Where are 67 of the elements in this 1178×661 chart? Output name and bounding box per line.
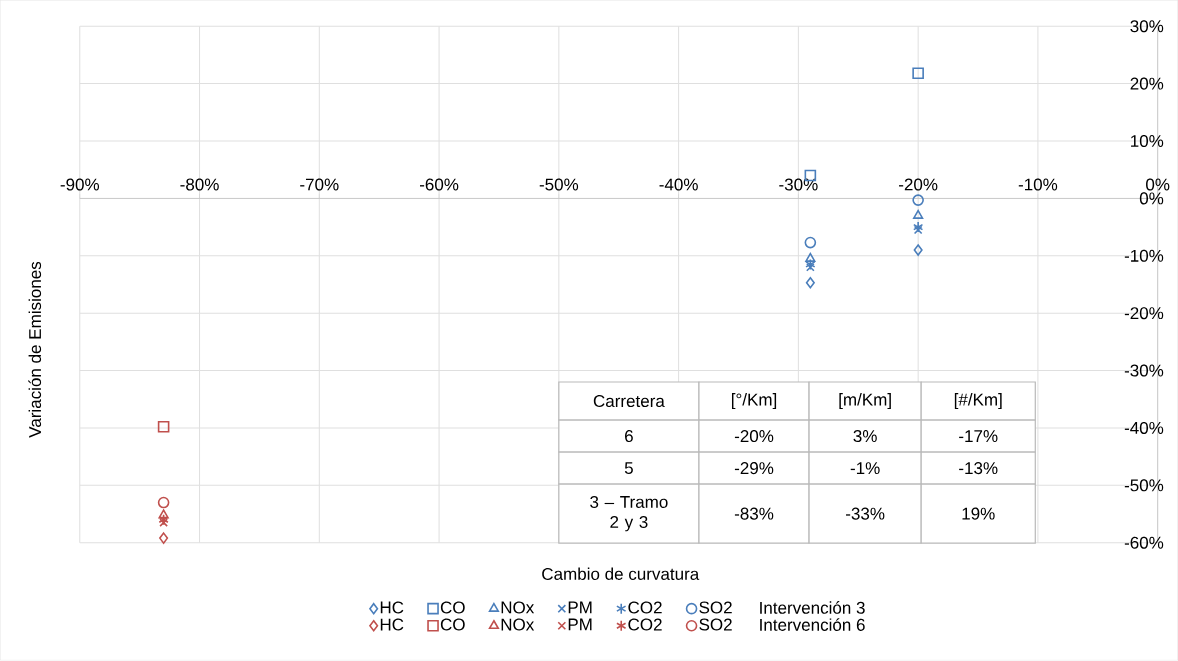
point	[913, 225, 923, 235]
point	[913, 210, 924, 220]
legend-label: HC	[380, 618, 404, 631]
legend-label: SO2	[699, 601, 732, 614]
y-tick-label: 0%	[1139, 192, 1164, 205]
legend-label: NOx	[501, 601, 535, 614]
legend-label: CO	[440, 601, 465, 614]
point	[159, 532, 169, 545]
x-tick-label: -50%	[539, 178, 579, 191]
point	[157, 421, 170, 433]
x-tick-label: -70%	[300, 178, 339, 191]
annotation: -20%	[734, 430, 774, 443]
legend-label: CO2	[628, 618, 662, 631]
x-tick-label: -60%	[419, 178, 459, 191]
point	[157, 496, 170, 509]
point	[158, 509, 169, 519]
y-tick-label: -10%	[1124, 249, 1164, 263]
x-tick-label: -40%	[659, 178, 698, 191]
y-tick-label: 30%	[1130, 20, 1164, 33]
annotation: -13%	[959, 462, 998, 475]
point	[805, 277, 815, 289]
point	[912, 194, 924, 207]
point	[805, 258, 816, 271]
annotation: -1%	[850, 462, 880, 475]
annotation: [m/Km]	[839, 393, 891, 410]
text: Intervención 3	[760, 601, 865, 615]
point	[805, 253, 816, 263]
annotation: 5	[624, 462, 633, 475]
legend-label: NOx	[501, 618, 535, 631]
y-tick-label: -40%	[1124, 422, 1164, 435]
y-tick-label: -30%	[1124, 364, 1164, 377]
legend-label: CO	[440, 618, 465, 631]
point	[912, 67, 924, 80]
annotation: -83%	[734, 507, 774, 520]
annotation: [°/Km]	[731, 393, 777, 410]
y-tick-label: 10%	[1131, 135, 1164, 148]
y-axis-title: Variación de Emisiones	[28, 262, 42, 438]
x-tick-label: -10%	[1018, 178, 1058, 191]
x-tick-label: -30%	[779, 178, 818, 191]
annotation: 6	[625, 430, 633, 443]
legend-label: SO2	[699, 618, 732, 631]
annotation: -17%	[959, 430, 998, 443]
y-tick-label: -50%	[1124, 479, 1164, 492]
point	[913, 244, 923, 257]
annotation: Carretera	[593, 395, 665, 408]
y-tick-label: 20%	[1130, 77, 1164, 90]
legend-label: HC	[380, 601, 404, 614]
y-tick-label: -60%	[1124, 536, 1164, 549]
x-axis-title: Cambio de curvatura	[542, 567, 700, 581]
annotation: 3%	[853, 430, 877, 443]
point	[804, 237, 817, 249]
legend-label: PM	[568, 618, 592, 631]
point	[159, 518, 168, 528]
legend-label: CO2	[628, 601, 662, 614]
annotation: -29%	[734, 462, 774, 475]
annotation: -33%	[846, 507, 885, 520]
annotation: 3 – Tramo 2 y 3	[590, 496, 668, 532]
point	[158, 514, 169, 526]
y-tick-label: -20%	[1124, 307, 1164, 320]
annotation: [#/Km]	[954, 393, 1002, 410]
annotation: 19%	[962, 507, 995, 520]
x-tick-label: -20%	[899, 178, 938, 191]
x-tick-label: -90%	[60, 178, 100, 191]
x-tick-label: -80%	[180, 178, 219, 191]
legend-label: PM	[568, 601, 592, 614]
text: Intervención 6	[760, 618, 865, 632]
point	[806, 263, 815, 272]
